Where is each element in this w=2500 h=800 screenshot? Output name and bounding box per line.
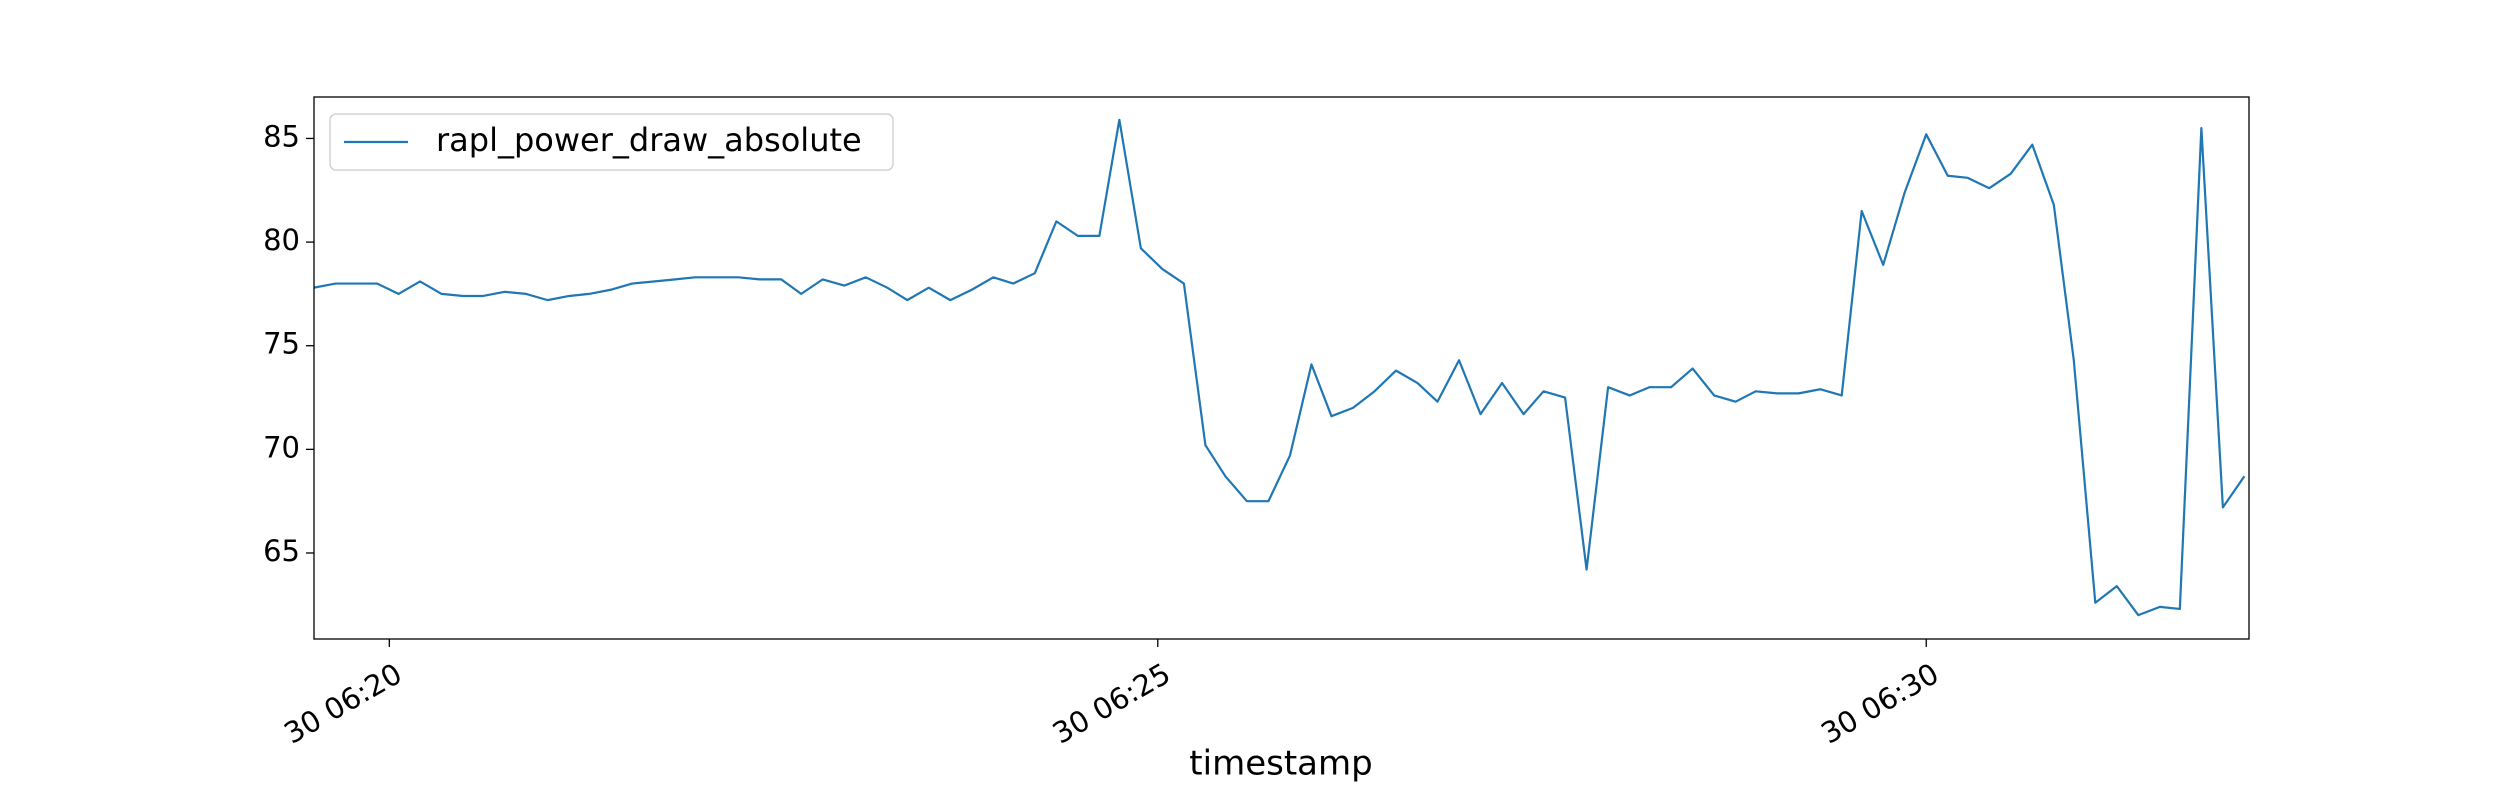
y-tick-label: 80 xyxy=(263,223,300,257)
x-tick-label: 30 06:20 xyxy=(278,656,407,750)
x-tick-label: 30 06:30 xyxy=(1815,656,1944,750)
y-tick-label: 85 xyxy=(263,119,300,153)
y-tick-label: 75 xyxy=(263,327,300,361)
plot-area xyxy=(314,118,2246,617)
y-tick-label: 65 xyxy=(263,534,300,568)
x-axis-label: timestamp xyxy=(1189,744,1372,784)
x-tick-label: 30 06:25 xyxy=(1047,656,1176,750)
plot-frame xyxy=(313,96,2250,640)
legend-box xyxy=(329,113,894,171)
y-tick-label: 70 xyxy=(263,430,300,464)
legend-label: rapl_power_draw_absolute xyxy=(436,121,862,159)
data-line xyxy=(314,118,2246,617)
